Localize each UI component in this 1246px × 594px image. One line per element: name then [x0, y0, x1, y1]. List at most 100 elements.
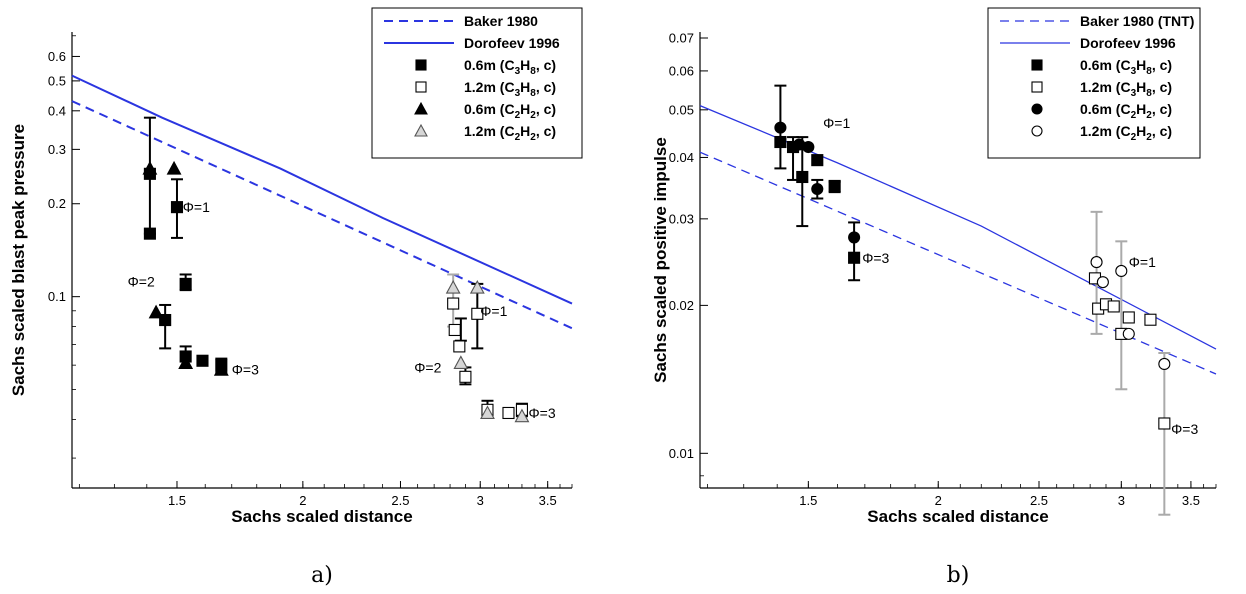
y-axis-label: Sachs scaled blast peak pressure — [9, 124, 28, 396]
legend-subscript: 3 — [515, 66, 521, 77]
phi-annotation: Φ=3 — [232, 362, 259, 378]
legend-label: 0.6m (C2H2, c) — [1080, 101, 1172, 121]
marker-open-circle — [1115, 264, 1128, 278]
marker-open-triangle — [480, 405, 495, 420]
x-tick-label: 3.5 — [1182, 493, 1200, 508]
marker-open-square — [1158, 417, 1171, 430]
x-tick-label: 1.5 — [799, 493, 817, 508]
marker-open-square — [1122, 311, 1135, 324]
legend-text-part: , c) — [536, 57, 556, 73]
legend-label: 1.2m (C2H2, c) — [1080, 123, 1172, 143]
legend-subscript: 2 — [1131, 110, 1137, 121]
legend-text-part: , c) — [1152, 57, 1172, 73]
y-tick-label: 0.01 — [669, 446, 694, 461]
series-line-1 — [71, 74, 573, 305]
marker-open-circle — [1158, 357, 1171, 371]
x-tick-label: 2.5 — [391, 493, 409, 508]
marker-filled-triangle — [178, 355, 194, 369]
legend-text-part: , c) — [1152, 101, 1172, 117]
y-tick-label: 0.07 — [669, 31, 694, 46]
legend-label: 1.2m (C2H2, c) — [464, 123, 556, 143]
marker-filled-circle — [848, 231, 861, 244]
legend-box — [987, 7, 1201, 159]
y-axis-label: Sachs scaled positive impulse — [651, 137, 670, 383]
marker-filled-circle — [1031, 103, 1043, 115]
legend-subscript: 8 — [1146, 66, 1152, 77]
legend-text-part: 1.2m (C — [1080, 79, 1131, 95]
series-line-0 — [71, 100, 573, 330]
marker-filled-square — [179, 277, 192, 290]
x-tick-label: 1.5 — [168, 493, 186, 508]
y-tick-label: 0.05 — [669, 102, 694, 117]
legend-text-part: 1.2m (C — [464, 123, 515, 139]
marker-filled-circle — [774, 121, 787, 134]
marker-open-triangle — [445, 279, 461, 294]
x-tick-label: 3 — [477, 493, 484, 508]
y-tick-label: 0.5 — [48, 73, 66, 88]
y-tick-label: 0.02 — [669, 298, 694, 313]
legend-text-part: 0.6m (C — [464, 57, 515, 73]
legend-subscript: 2 — [530, 110, 536, 121]
marker-filled-triangle — [142, 160, 158, 175]
marker-open-triangle — [414, 123, 428, 137]
panel-b: 1.5 2 2.5 3 3.5 0.01 0.02 0.03 0.04 0.05 0.06 0.07 S… — [651, 7, 1217, 588]
x-tick-label: 2 — [299, 493, 306, 508]
panel-caption: a) — [311, 563, 333, 588]
legend-text-part: H — [520, 57, 530, 73]
legend-text-part: 0.6m (C — [1080, 57, 1131, 73]
legend-subscript: 8 — [530, 66, 536, 77]
marker-open-circle — [1031, 125, 1043, 137]
legend-label: Dorofeev 1996 — [464, 35, 560, 51]
marker-open-square — [502, 406, 515, 420]
x-tick-label: 3.5 — [539, 493, 557, 508]
legend-text-part: H — [1136, 79, 1146, 95]
marker-filled-triangle — [414, 101, 428, 115]
marker-filled-triangle — [213, 362, 229, 376]
legend-text-part: H — [1136, 123, 1146, 139]
y-tick-label: 0.6 — [48, 49, 66, 64]
phi-annotation: Φ=1 — [480, 303, 507, 319]
legend-label: 0.6m (C3H8, c) — [1080, 57, 1172, 77]
marker-open-square — [453, 340, 466, 353]
marker-filled-square — [1031, 59, 1043, 71]
marker-filled-triangle — [148, 304, 164, 319]
legend-label: 0.6m (C2H2, c) — [464, 101, 556, 121]
panel-a: 1.5 2 2.5 3 3.5 0.1 0.2 0.3 0.4 0.5 0.6 Sachs scale… — [9, 7, 583, 588]
legend-text-part: 1.2m (C — [464, 79, 515, 95]
phi-annotation: Φ=1 — [1129, 254, 1156, 270]
x-axis-label: Sachs scaled distance — [867, 507, 1048, 526]
panel-caption: b) — [947, 563, 970, 588]
legend-subscript: 2 — [1131, 132, 1137, 143]
marker-open-circle — [1122, 327, 1135, 340]
phi-annotation: Φ=2 — [414, 359, 441, 375]
legend-text-part: 0.6m (C — [1080, 101, 1131, 117]
marker-open-square — [448, 323, 461, 337]
y-tick-label: 0.4 — [48, 103, 66, 118]
phi-annotation: Φ=3 — [529, 405, 556, 421]
legend-text-part: H — [520, 101, 530, 117]
marker-open-square — [459, 370, 472, 383]
legend-text-part: 0.6m (C — [464, 101, 515, 117]
legend-text-part: H — [1136, 57, 1146, 73]
y-tick-label: 0.3 — [48, 142, 66, 157]
marker-open-square — [1107, 300, 1120, 313]
marker-open-triangle — [453, 355, 469, 369]
y-tick-label: 0.1 — [48, 289, 66, 304]
legend-subscript: 8 — [1146, 88, 1152, 99]
legend-subscript: 3 — [1131, 66, 1137, 77]
y-tick-label: 0.06 — [669, 63, 694, 78]
marker-filled-square — [159, 313, 172, 327]
x-axis-label: Sachs scaled distance — [231, 507, 412, 526]
x-tick-label: 2 — [935, 493, 942, 508]
legend-text-part: , c) — [536, 123, 556, 139]
phi-annotation: Φ=2 — [128, 273, 155, 289]
legend-subscript: 2 — [1146, 110, 1152, 121]
legend-label: Dorofeev 1996 — [1080, 35, 1176, 51]
marker-filled-square — [796, 170, 809, 184]
marker-filled-square — [811, 154, 824, 167]
legend-subscript: 2 — [515, 132, 521, 143]
phi-annotation: Φ=3 — [862, 250, 889, 266]
legend-text-part: , c) — [1152, 123, 1172, 139]
